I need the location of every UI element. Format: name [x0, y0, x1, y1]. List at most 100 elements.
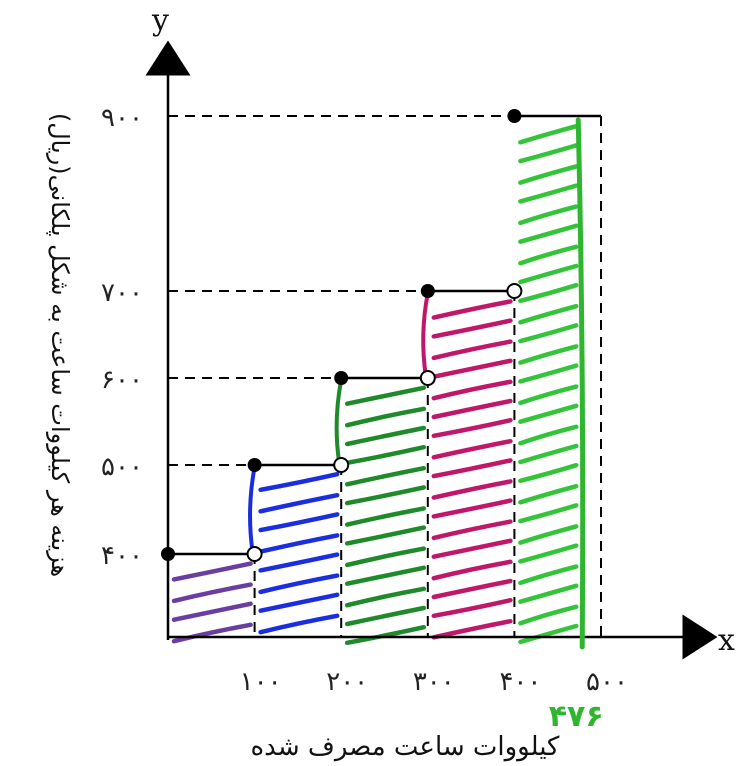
- connector-2: [334, 378, 344, 465]
- hatch-layer: [171, 123, 579, 646]
- annotation-476: ۴۷۶: [549, 699, 604, 734]
- hatch-stroke: [431, 578, 513, 600]
- step-end-dot-2: [333, 457, 350, 473]
- y-tick-600: ۶۰۰: [101, 365, 143, 395]
- hatch-stroke: [171, 601, 253, 622]
- x-tick-200: ۲۰۰: [326, 667, 368, 697]
- hatch-stroke: [518, 604, 579, 626]
- hatch-stroke: [518, 543, 579, 564]
- hatch-stroke: [518, 223, 579, 244]
- hatch-stroke: [344, 425, 427, 447]
- hatch-stroke: [344, 485, 427, 506]
- step-start-dot-4: [420, 284, 435, 298]
- marker-layer: [575, 117, 586, 650]
- hatch-region-4: [431, 299, 513, 640]
- hatch-stroke: [518, 164, 579, 185]
- hatch-stroke: [518, 244, 579, 266]
- hatch-stroke: [431, 538, 513, 559]
- hatch-stroke: [344, 525, 427, 546]
- hatch-stroke: [518, 143, 579, 164]
- hatch-stroke: [258, 552, 340, 573]
- hatch-stroke: [258, 533, 340, 554]
- hatch-stroke: [431, 379, 513, 401]
- hatch-stroke: [518, 282, 579, 304]
- hatch-stroke: [344, 385, 427, 406]
- y-tick-700: ۷۰۰: [101, 278, 143, 308]
- connector-3: [421, 291, 430, 378]
- hatch-stroke: [431, 339, 513, 361]
- hatch-stroke: [344, 546, 427, 568]
- hatch-region-3: [344, 385, 427, 646]
- hatch-stroke: [258, 592, 340, 613]
- hatch-region-5: [518, 123, 579, 645]
- hatch-stroke: [171, 582, 253, 604]
- hatch-stroke: [344, 406, 427, 428]
- guide-layer: [168, 115, 602, 637]
- hatch-stroke: [518, 424, 579, 446]
- hatch-stroke: [431, 479, 513, 500]
- hatch-stroke: [518, 403, 579, 424]
- hatch-stroke: [431, 559, 513, 581]
- hatch-stroke: [518, 303, 579, 325]
- hatch-stroke: [171, 561, 253, 582]
- y-axis-label: هزینه هر کیلووات ساعت به شکل پلکانی(ریال…: [46, 113, 74, 577]
- hatch-stroke: [518, 183, 579, 204]
- hatch-stroke: [518, 462, 579, 484]
- hatch-stroke: [518, 384, 579, 406]
- step-layer: [161, 109, 601, 562]
- hatch-stroke: [344, 444, 427, 466]
- hatch-stroke: [518, 583, 579, 604]
- hatch-stroke: [431, 398, 513, 420]
- y-axis-letter: y: [151, 3, 169, 38]
- hatch-stroke: [518, 503, 579, 524]
- hatch-region-2: [258, 471, 340, 635]
- step-end-dot-3: [419, 370, 436, 386]
- hatch-stroke: [518, 564, 579, 586]
- hatch-stroke: [431, 318, 513, 339]
- x-axis-label: کیلووات ساعت مصرف شده: [251, 732, 561, 762]
- hatch-stroke: [258, 613, 340, 635]
- step-start-dot-5: [507, 109, 522, 123]
- hatch-stroke: [518, 483, 579, 505]
- hatch-stroke: [431, 618, 513, 640]
- x-tick-400: ۴۰۰: [499, 667, 541, 697]
- hatch-stroke: [344, 586, 427, 608]
- hatch-stroke: [431, 597, 513, 619]
- y-tick-500: ۵۰۰: [101, 452, 143, 482]
- y-tick-900: ۹۰۰: [101, 103, 143, 133]
- hatch-stroke: [431, 299, 513, 320]
- hatch-stroke: [518, 443, 579, 465]
- hatch-stroke: [431, 519, 513, 541]
- hatch-stroke: [258, 492, 340, 514]
- step-end-dot-1: [246, 546, 263, 562]
- y-tick-400: ۴۰۰: [101, 541, 143, 571]
- tick-layer: ۴۰۰ ۵۰۰ ۶۰۰ ۷۰۰ ۹۰۰ ۱۰۰ ۲۰۰ ۳۰۰ ۴۰۰ ۵۰۰: [101, 103, 628, 697]
- hatch-stroke: [518, 524, 579, 545]
- hatch-stroke: [258, 512, 340, 533]
- marker-line-476: [575, 117, 586, 650]
- hatch-stroke: [258, 573, 340, 595]
- hatch-stroke: [258, 471, 340, 493]
- hatch-stroke: [518, 323, 579, 344]
- hatch-stroke: [431, 438, 513, 460]
- hatch-stroke: [431, 498, 513, 519]
- hatch-stroke: [344, 506, 427, 527]
- x-tick-100: ۱۰۰: [240, 667, 282, 697]
- hatch-stroke: [518, 123, 579, 145]
- hatch-stroke: [431, 358, 513, 379]
- step-start-dot-2: [247, 458, 262, 472]
- hatch-stroke: [431, 458, 513, 479]
- step-end-dot-4: [506, 283, 523, 299]
- hatch-stroke: [171, 622, 253, 644]
- x-tick-300: ۳۰۰: [413, 667, 455, 697]
- hatch-stroke: [518, 263, 579, 285]
- x-tick-500: ۵۰۰: [586, 667, 628, 697]
- hatch-stroke: [344, 565, 427, 586]
- hatch-stroke: [518, 623, 579, 645]
- hatch-stroke: [518, 204, 579, 226]
- hatch-region-1: [171, 561, 253, 644]
- hatch-stroke: [518, 363, 579, 384]
- connector-1: [248, 465, 257, 554]
- hatch-stroke: [344, 624, 427, 646]
